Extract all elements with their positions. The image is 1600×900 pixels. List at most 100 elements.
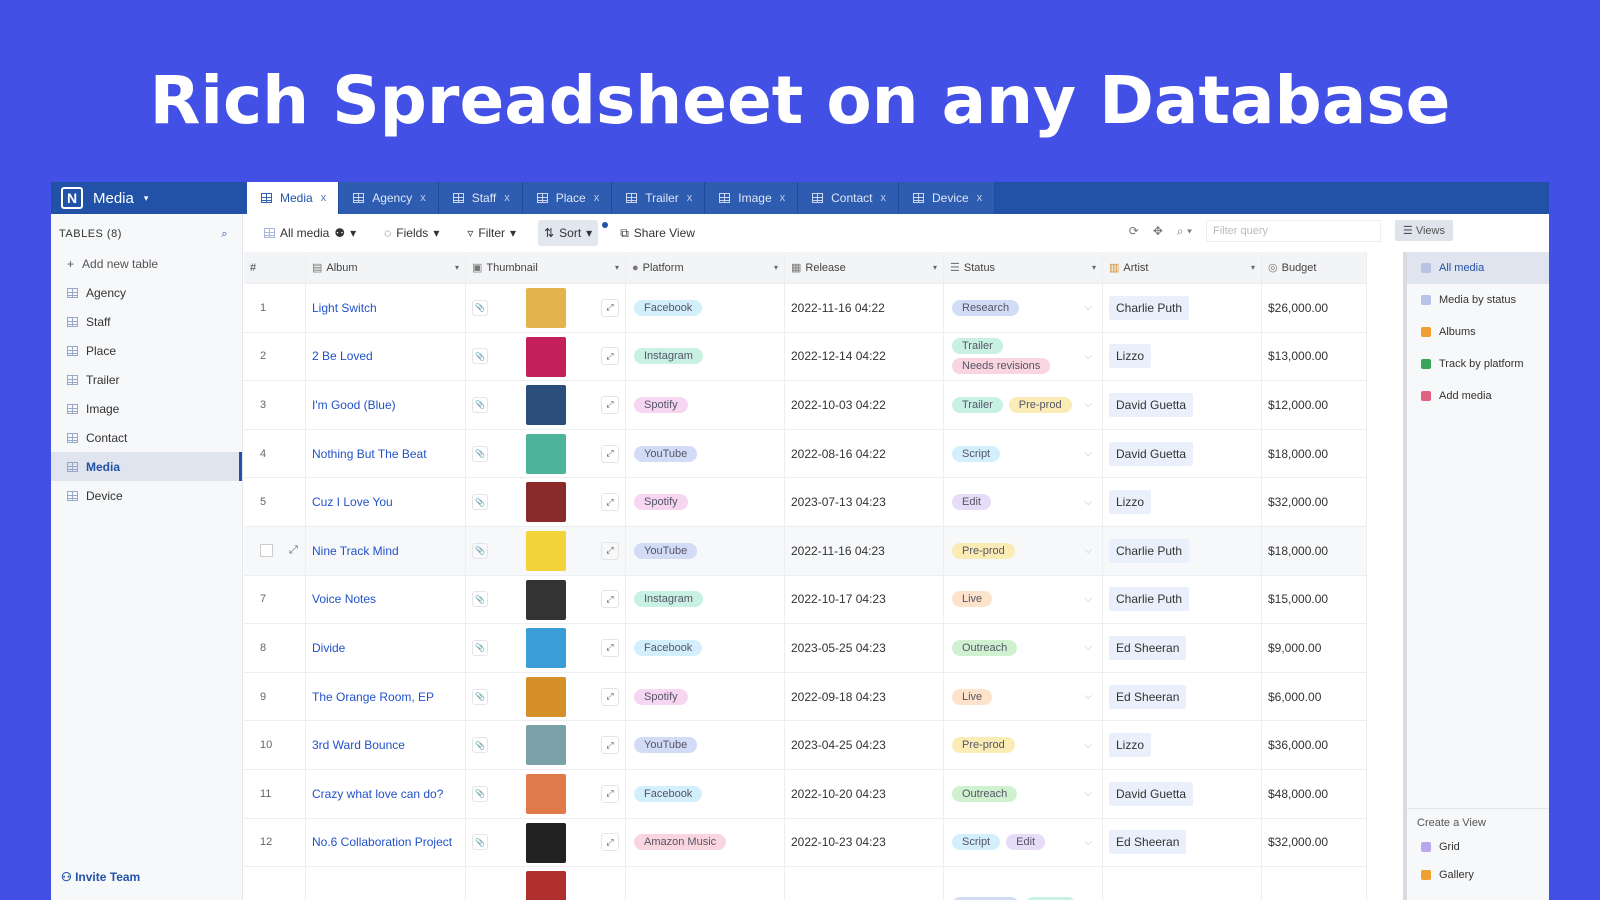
chevron-down-icon[interactable]: ⌵ [1084, 691, 1092, 703]
status-cell[interactable]: Trailer Needs revisions ⌵ [944, 332, 1103, 381]
attachment-icon[interactable]: 📎 [472, 688, 488, 705]
close-icon[interactable]: x [420, 192, 426, 204]
row-checkbox[interactable] [260, 544, 273, 558]
release-cell[interactable]: 2022-08-16 04:22 [785, 429, 944, 478]
add-table-button[interactable]: + Add new table [51, 249, 242, 278]
platform-cell[interactable]: Instagram [626, 575, 785, 624]
close-icon[interactable]: x [504, 192, 510, 204]
thumbnail-cell[interactable]: 📎 ⤢ [466, 381, 626, 429]
platform-cell[interactable]: Instagram [626, 332, 785, 381]
platform-cell[interactable]: Spotify [626, 381, 785, 429]
fields-button[interactable]: ◌ Fields ▾ [378, 220, 445, 246]
budget-cell[interactable]: $32,000.00 [1262, 818, 1367, 867]
sidebar-item-trailer[interactable]: Trailer [51, 365, 242, 394]
expand-icon[interactable]: ⤢ [601, 493, 619, 512]
table-row[interactable]: 7 Voice Notes 📎 ⤢ Instagram 2022-10-17 04:23 L… [244, 575, 1367, 625]
album-thumbnail[interactable] [526, 676, 566, 717]
filter-button[interactable]: ▿ Filter ▾ [461, 220, 522, 246]
tab-place[interactable]: Place x [522, 182, 613, 214]
album-thumbnail[interactable] [526, 288, 566, 328]
album-cell[interactable]: I'm Good (Blue) [306, 381, 466, 429]
chevron-down-icon[interactable]: ▾ [1250, 263, 1255, 272]
tab-staff[interactable]: Staff x [438, 182, 523, 214]
tab-media[interactable]: Media x [247, 182, 340, 214]
thumbnail-cell[interactable]: 📎 ⤢ [466, 770, 626, 818]
status-cell[interactable]: Edit ⌵ [944, 478, 1103, 526]
filter-query-input[interactable]: Filter query [1206, 220, 1381, 242]
album-thumbnail[interactable] [526, 531, 566, 571]
album-cell[interactable]: Light Switch [306, 284, 466, 332]
budget-cell[interactable]: $32,000.00 [1262, 478, 1367, 526]
column-header-budget[interactable]: ◎ Budget [1262, 252, 1367, 283]
album-link[interactable]: Cuz I Love You [312, 495, 393, 510]
reload-icon[interactable]: ⟳ [1128, 224, 1139, 238]
album-thumbnail[interactable] [526, 579, 566, 620]
thumbnail-cell[interactable]: 📎 ⤢ [466, 575, 626, 624]
budget-cell[interactable]: $13,000.00 [1262, 332, 1367, 381]
platform-cell[interactable]: YouTube [626, 429, 785, 478]
expand-icon[interactable]: ⤢ [601, 541, 619, 560]
column-header-thumbnail[interactable]: ▣ Thumbnail ▾ [466, 252, 626, 283]
budget-cell[interactable]: $18,000.00 [1262, 429, 1367, 478]
tab-trailer[interactable]: Trailer x [612, 182, 706, 214]
album-cell[interactable]: No.6 Collaboration Project [306, 818, 466, 867]
status-cell[interactable]: Pre-prod ⌵ [944, 721, 1103, 769]
album-thumbnail[interactable] [526, 822, 566, 863]
budget-cell[interactable]: $9,000.00 [1262, 624, 1367, 672]
album-link[interactable]: The Orange Room, EP [312, 689, 435, 704]
release-cell[interactable]: 2022-10-03 04:22 [785, 381, 944, 429]
status-cell[interactable]: Trailer Pre-prod ⌵ [944, 381, 1103, 429]
expand-icon[interactable]: ⤢ [601, 638, 619, 657]
album-cell[interactable]: Crazy what love can do? [306, 770, 466, 818]
invite-team-button[interactable]: ⚇ Invite Team [61, 870, 140, 884]
album-link[interactable]: Divide [312, 640, 346, 655]
artist-chip[interactable]: Ed Sheeran [1109, 830, 1187, 855]
status-cell[interactable]: Pre-prod ⌵ [944, 527, 1103, 575]
chevron-down-icon[interactable]: ⌵ [1084, 836, 1092, 848]
column-header-artist[interactable]: ▥ Artist ▾ [1103, 252, 1262, 283]
attachment-icon[interactable]: 📎 [472, 542, 488, 559]
release-cell[interactable]: 2023-04-25 04:23 [785, 721, 944, 769]
status-cell[interactable]: Outreach ⌵ [944, 770, 1103, 818]
chevron-down-icon[interactable]: ⌵ [1084, 642, 1092, 654]
artist-chip[interactable]: Ed Sheeran [1109, 635, 1187, 660]
status-cell[interactable]: Outreach ⌵ [944, 624, 1103, 672]
thumbnail-cell[interactable]: 📎 ⤢ [466, 672, 626, 721]
artist-cell[interactable]: Lizzo [1103, 721, 1262, 769]
artist-cell[interactable]: Lizzo [1103, 478, 1262, 526]
budget-cell[interactable] [1262, 867, 1367, 900]
chevron-down-icon[interactable]: ⌵ [1084, 545, 1092, 557]
column-header-platform[interactable]: ● Platform ▾ [626, 252, 785, 283]
album-link[interactable]: Light Switch [312, 300, 377, 315]
album-link[interactable]: Nothing But The Beat [312, 446, 427, 461]
platform-cell[interactable]: Facebook [626, 284, 785, 332]
album-link[interactable]: Voice Notes [312, 592, 377, 607]
chevron-down-icon[interactable]: ⌵ [1084, 302, 1092, 314]
release-cell[interactable]: 2022-10-20 04:23 [785, 770, 944, 818]
album-link[interactable]: 3rd Ward Bounce [312, 738, 405, 753]
sidebar-item-media[interactable]: Media [51, 452, 242, 481]
expand-icon[interactable]: ⤢ [601, 590, 619, 609]
album-link[interactable]: Crazy what love can do? [312, 786, 444, 801]
thumbnail-cell[interactable]: 📎 ⤢ [466, 527, 626, 575]
view-media-by-status[interactable]: Media by status [1407, 284, 1549, 316]
search-icon[interactable]: ⌕ [221, 228, 228, 240]
thumbnail-cell[interactable]: 📎 ⤢ [466, 818, 626, 867]
artist-chip[interactable]: Charlie Puth [1109, 295, 1190, 320]
release-cell[interactable]: 2023-05-25 04:23 [785, 624, 944, 672]
thumbnail-cell[interactable]: 📎 ⤢ [466, 478, 626, 526]
budget-cell[interactable]: $15,000.00 [1262, 575, 1367, 624]
views-toggle-button[interactable]: ☰ Views [1394, 220, 1453, 241]
close-icon[interactable]: x [686, 192, 693, 204]
chevron-down-icon[interactable]: ▾ [773, 263, 778, 272]
close-icon[interactable]: x [593, 192, 600, 204]
artist-chip[interactable]: Lizzo [1109, 490, 1152, 515]
album-cell[interactable]: Cuz I Love You [306, 478, 466, 526]
view-selector[interactable]: All media ⚉ ▾ [258, 220, 362, 246]
attachment-icon[interactable]: 📎 [472, 396, 488, 413]
thumbnail-cell[interactable]: 📎 ⤢ [466, 429, 626, 478]
album-cell[interactable]: Voice Notes [306, 575, 466, 624]
expand-icon[interactable]: ⤢ [601, 784, 619, 803]
close-icon[interactable]: x [976, 192, 983, 204]
release-cell[interactable]: 2022-10-17 04:23 [785, 575, 944, 624]
